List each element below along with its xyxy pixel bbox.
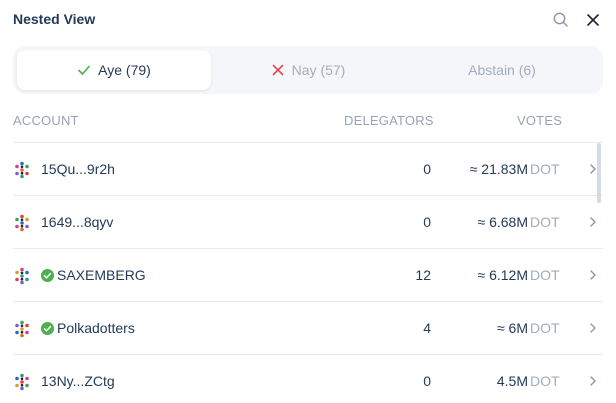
votes-unit: DOT	[530, 267, 560, 283]
table-row[interactable]: 15Qu...9r2h 0 ≈ 21.83M DOT	[13, 142, 603, 195]
avatar-icon	[15, 373, 29, 391]
close-button[interactable]	[584, 11, 602, 29]
verified-icon	[41, 269, 54, 282]
modal-header: Nested View	[0, 0, 616, 40]
chevron-right-icon	[590, 270, 596, 280]
tab-label: Abstain (6)	[468, 62, 536, 78]
avatar-icon	[15, 320, 29, 338]
votes-amount: ≈ 21.83M	[469, 161, 528, 177]
votes-amount: ≈ 6M	[496, 320, 528, 336]
table-row[interactable]: SAXEMBERG 12 ≈ 6.12M DOT	[13, 248, 603, 301]
chevron-right-icon	[590, 323, 596, 333]
delegators-count: 0	[423, 373, 431, 389]
chevron-right-icon	[590, 376, 596, 386]
table-row[interactable]: Polkadotters 4 ≈ 6M DOT	[13, 301, 603, 354]
delegators-count: 4	[423, 320, 431, 336]
delegators-count: 12	[415, 267, 431, 283]
avatar-icon	[15, 214, 29, 232]
tab-nay[interactable]: Nay (57)	[211, 50, 405, 90]
column-header-delegators: DELEGATORS	[344, 113, 434, 128]
votes-amount: ≈ 6.68M	[477, 214, 528, 230]
column-header-votes: VOTES	[517, 113, 563, 128]
votes-unit: DOT	[530, 214, 560, 230]
delegators-count: 0	[423, 161, 431, 177]
account-name: Polkadotters	[57, 320, 135, 336]
votes-unit: DOT	[530, 161, 560, 177]
votes-table: 15Qu...9r2h 0 ≈ 21.83M DOT 1649...8qyv 0…	[13, 142, 603, 403]
votes-unit: DOT	[530, 373, 560, 389]
account-name: 15Qu...9r2h	[41, 161, 115, 177]
search-icon	[553, 12, 568, 27]
delegators-count: 0	[423, 214, 431, 230]
account-name: 1649...8qyv	[41, 214, 114, 230]
search-button[interactable]	[552, 11, 570, 29]
column-header-account: ACCOUNT	[13, 113, 79, 128]
table-row[interactable]: 1649...8qyv 0 ≈ 6.68M DOT	[13, 195, 603, 248]
account-name: SAXEMBERG	[57, 267, 146, 283]
table-row[interactable]: 13Ny...ZCtg 0 4.5M DOT	[13, 354, 603, 403]
chevron-right-icon	[590, 164, 596, 174]
close-icon	[587, 14, 599, 26]
chevron-right-icon	[590, 217, 596, 227]
tab-aye[interactable]: Aye (79)	[17, 50, 211, 90]
avatar-icon	[15, 267, 29, 285]
vote-tabs: Aye (79) Nay (57) Abstain (6)	[13, 46, 603, 94]
tab-abstain[interactable]: Abstain (6)	[405, 50, 599, 90]
account-name: 13Ny...ZCtg	[41, 373, 115, 389]
tab-label: Nay (57)	[291, 62, 346, 78]
page-title: Nested View	[13, 11, 96, 27]
votes-amount: ≈ 6.12M	[477, 267, 528, 283]
tab-label: Aye (79)	[98, 62, 151, 78]
votes-amount: 4.5M	[496, 373, 528, 389]
avatar-icon	[15, 161, 29, 179]
x-icon	[271, 63, 285, 77]
verified-icon	[41, 322, 54, 335]
scrollbar-thumb[interactable]	[597, 143, 601, 203]
votes-unit: DOT	[530, 320, 560, 336]
check-icon	[77, 63, 91, 77]
